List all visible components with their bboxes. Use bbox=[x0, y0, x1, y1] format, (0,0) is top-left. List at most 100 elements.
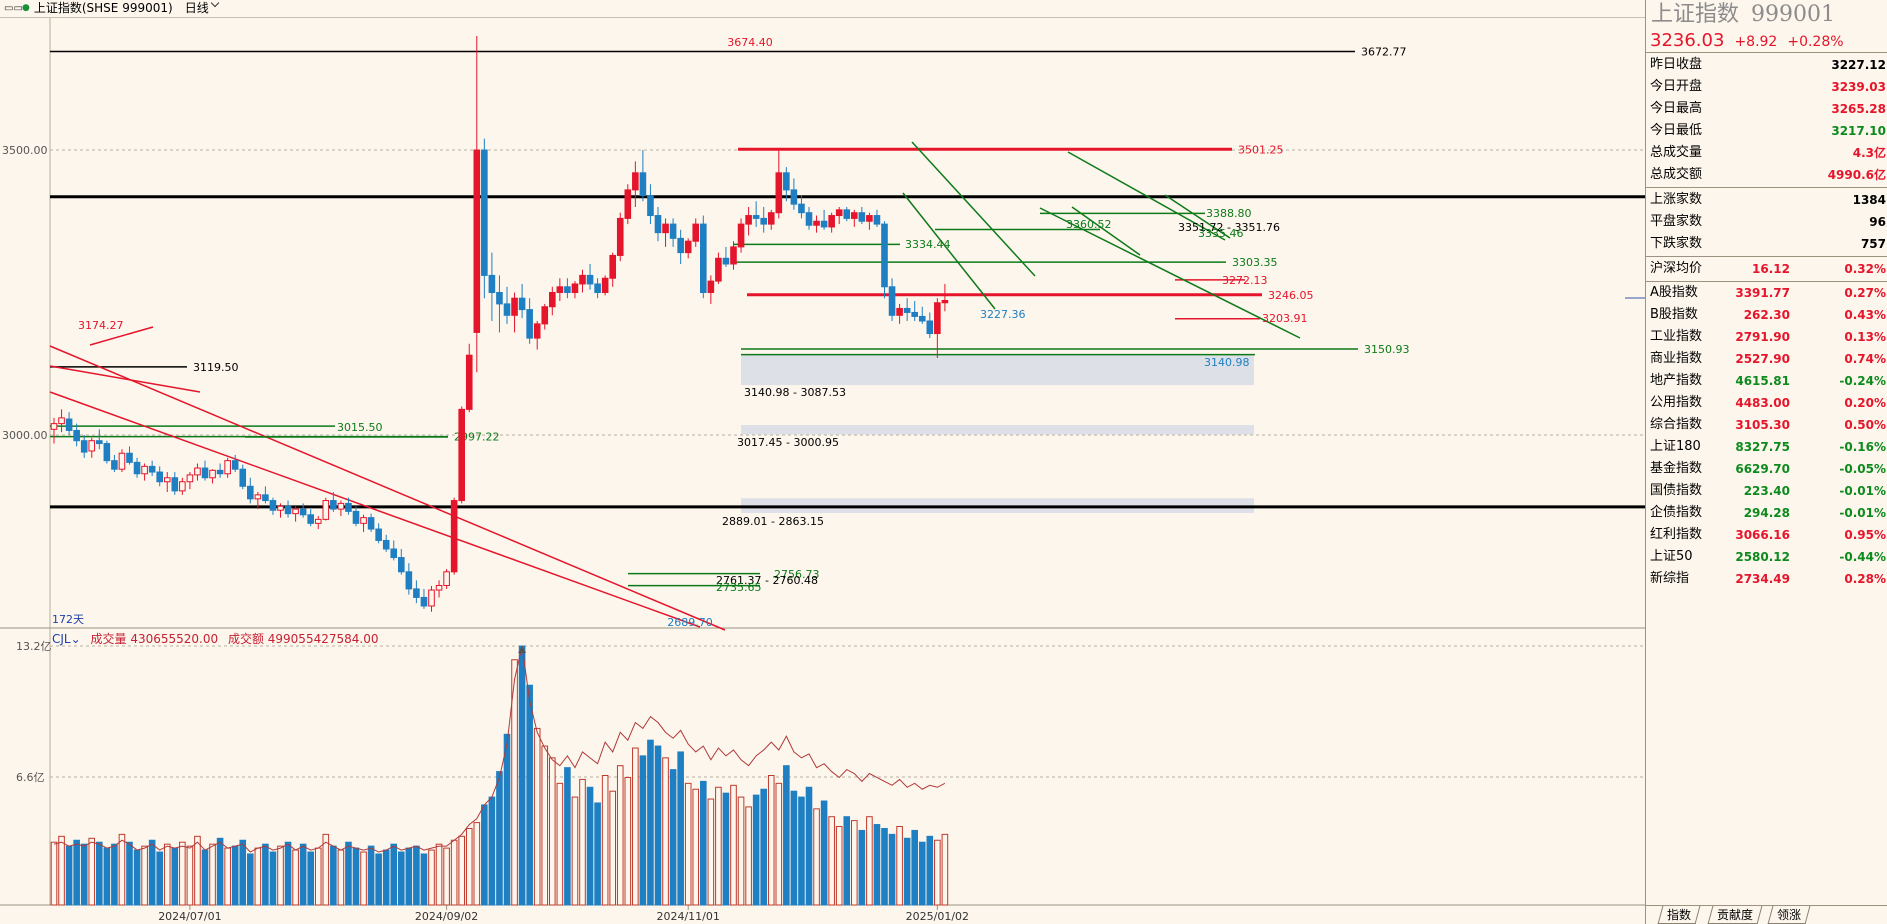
volume-indicator-selector[interactable]: CJL⌄ bbox=[52, 632, 81, 646]
index-pct: 0.20% bbox=[1844, 396, 1886, 410]
volume-bar bbox=[314, 847, 322, 906]
index-row[interactable]: 地产指数 4615.81 -0.24% bbox=[1646, 370, 1887, 392]
candle-body bbox=[382, 539, 390, 550]
quote-stat-label: 今日最低 bbox=[1650, 123, 1703, 138]
index-label: 上证50 bbox=[1650, 549, 1693, 564]
avg-price: 沪深均价 16.12 0.32% bbox=[1646, 258, 1887, 280]
index-row[interactable]: A股指数 3391.77 0.27% bbox=[1646, 282, 1887, 304]
side-tab[interactable]: 领涨 bbox=[1767, 906, 1811, 924]
volume-bar bbox=[707, 798, 715, 906]
quote-stat-row: 总成交额 4990.6亿 bbox=[1646, 164, 1887, 186]
index-row[interactable]: B股指数 262.30 0.43% bbox=[1646, 304, 1887, 326]
side-tab[interactable]: 贡献度 bbox=[1707, 906, 1763, 924]
volume-bar bbox=[88, 837, 96, 906]
index-row[interactable]: 上证50 2580.12 -0.44% bbox=[1646, 546, 1887, 568]
volume-bar bbox=[224, 847, 231, 906]
volume-bar bbox=[405, 847, 413, 906]
volume-bar bbox=[564, 767, 571, 906]
volume-bar bbox=[360, 851, 367, 906]
date-tick-label: 2024/07/01 bbox=[158, 910, 221, 923]
breadth-row: 下跌家数 757 bbox=[1646, 233, 1887, 255]
level-label: 2997.22 bbox=[454, 431, 500, 444]
candle-body bbox=[65, 418, 73, 431]
price-annotation: 3272.13 bbox=[1222, 274, 1268, 287]
quote-stat-row: 昨日收盘 3227.12 bbox=[1646, 54, 1887, 76]
volume-value: 成交量 430655520.00 bbox=[90, 632, 219, 646]
volume-bar bbox=[752, 794, 760, 906]
candle-body bbox=[556, 286, 564, 293]
index-row[interactable]: 上证180 8327.75 -0.16% bbox=[1646, 436, 1887, 458]
level-label: 3119.50 bbox=[193, 361, 239, 374]
trough-price-label: 2689.70 bbox=[667, 616, 713, 629]
candle-body bbox=[465, 354, 473, 410]
candle-body bbox=[345, 502, 352, 512]
side-tab-label: 贡献度 bbox=[1717, 908, 1754, 922]
candle-body bbox=[926, 320, 934, 335]
price-tick-label: 3500.00 bbox=[2, 144, 48, 157]
candle-body bbox=[541, 306, 549, 325]
date-tick-label: 2024/11/01 bbox=[656, 910, 719, 923]
index-row[interactable]: 综合指数 3105.30 0.50% bbox=[1646, 414, 1887, 436]
period-selector[interactable]: 日线 bbox=[185, 0, 219, 17]
amount-value: 成交额 499055427584.00 bbox=[227, 632, 379, 646]
volume-bar bbox=[639, 755, 647, 906]
index-label: 国债指数 bbox=[1650, 483, 1703, 498]
candle-body bbox=[367, 517, 375, 530]
candle-body bbox=[496, 292, 503, 305]
candle-body bbox=[518, 297, 526, 311]
index-row[interactable]: 基金指数 6629.70 -0.05% bbox=[1646, 458, 1887, 480]
volume-bar bbox=[828, 816, 835, 906]
breadth-label: 下跌家数 bbox=[1650, 236, 1703, 251]
quote-stat-value: 3239.03 bbox=[1831, 80, 1886, 94]
side-tab[interactable]: 指数 bbox=[1657, 906, 1701, 924]
price-annotation: 2889.01 - 2863.15 bbox=[722, 515, 824, 528]
volume-header: CJL⌄ 成交量 430655520.00 成交额 499055427584.0… bbox=[52, 630, 378, 647]
quote-stat-value: 4990.6亿 bbox=[1827, 168, 1886, 182]
gap-zone bbox=[741, 425, 1254, 435]
candle-body bbox=[684, 240, 692, 254]
index-row[interactable]: 企债指数 294.28 -0.01% bbox=[1646, 502, 1887, 524]
candle-body bbox=[677, 237, 684, 254]
quote-stat-label: 昨日收盘 bbox=[1650, 57, 1703, 72]
candle-body bbox=[216, 469, 224, 475]
candle-body bbox=[103, 443, 111, 462]
volume-bar bbox=[745, 806, 752, 906]
price-volume-chart[interactable]: 3500.00 3000.00 13.2亿 6.6亿 2024/07/01 2024/09… bbox=[0, 0, 1645, 924]
index-row[interactable]: 新综指 2734.49 0.28% bbox=[1646, 568, 1887, 590]
quote-side-panel: 上证指数 999001 3236.03 +8.92 +0.28% 昨日收盘 3227.… bbox=[1645, 0, 1887, 924]
volume-bar bbox=[269, 851, 277, 906]
index-row[interactable]: 国债指数 223.40 -0.01% bbox=[1646, 480, 1887, 502]
level-label: 3501.25 bbox=[1238, 143, 1284, 156]
layout-icon[interactable]: ▭▭ bbox=[4, 3, 23, 14]
trend-channel-line bbox=[1071, 206, 1141, 256]
candle-body bbox=[767, 212, 775, 225]
breadth-label: 上涨家数 bbox=[1650, 192, 1703, 207]
volume-bar bbox=[277, 845, 284, 906]
index-row[interactable]: 红利指数 3066.16 0.95% bbox=[1646, 524, 1887, 546]
candle-body bbox=[700, 223, 707, 294]
volume-bar bbox=[458, 835, 465, 906]
index-row[interactable]: 商业指数 2527.90 0.74% bbox=[1646, 348, 1887, 370]
volume-bar bbox=[262, 843, 269, 906]
candle-body bbox=[126, 452, 133, 463]
index-row[interactable]: 工业指数 2791.90 0.13% bbox=[1646, 326, 1887, 348]
index-label: 商业指数 bbox=[1650, 351, 1703, 366]
candle-body bbox=[639, 172, 647, 197]
volume-bar bbox=[428, 849, 435, 906]
volume-bar bbox=[692, 788, 700, 906]
candle-body bbox=[722, 257, 730, 265]
index-label: 红利指数 bbox=[1650, 527, 1703, 542]
index-label: 工业指数 bbox=[1650, 329, 1703, 344]
index-row[interactable]: 公用指数 4483.00 0.20% bbox=[1646, 392, 1887, 414]
volume-bar bbox=[65, 845, 73, 906]
candle-body bbox=[88, 440, 96, 452]
chart-area[interactable]: ▭▭● 上证指数(SHSE 999001) 日线 3500.00 3000.00 13.… bbox=[0, 0, 1645, 924]
volume-bar bbox=[375, 853, 382, 906]
volume-bar bbox=[866, 816, 873, 906]
candle-body bbox=[458, 408, 465, 502]
trend-channel-line bbox=[1164, 194, 1231, 239]
volume-bar bbox=[352, 847, 360, 906]
volume-bar bbox=[669, 769, 677, 906]
volume-bar bbox=[307, 851, 314, 906]
index-code: 999001 bbox=[1751, 2, 1835, 27]
